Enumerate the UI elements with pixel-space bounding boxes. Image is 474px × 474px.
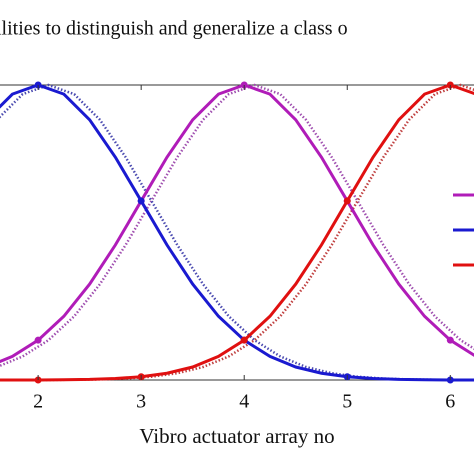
marker <box>446 336 454 344</box>
line <box>0 83 474 382</box>
line <box>0 83 474 368</box>
line <box>0 83 474 382</box>
plot-area <box>0 81 474 384</box>
line <box>0 83 474 382</box>
marker <box>34 336 42 344</box>
line <box>0 83 474 382</box>
marker <box>137 197 145 205</box>
x-tick-label: 4 <box>239 391 249 413</box>
x-tick-label: 5 <box>342 391 352 413</box>
x-tick-label: 6 <box>445 391 455 413</box>
x-tick-label: 2 <box>33 391 43 413</box>
x-axis-label: Vibro actuator array no <box>139 424 334 448</box>
marker <box>343 197 351 205</box>
caption: ilities to distinguish and generalize a … <box>0 18 348 40</box>
marker <box>240 336 248 344</box>
x-tick-label: 3 <box>136 391 146 413</box>
